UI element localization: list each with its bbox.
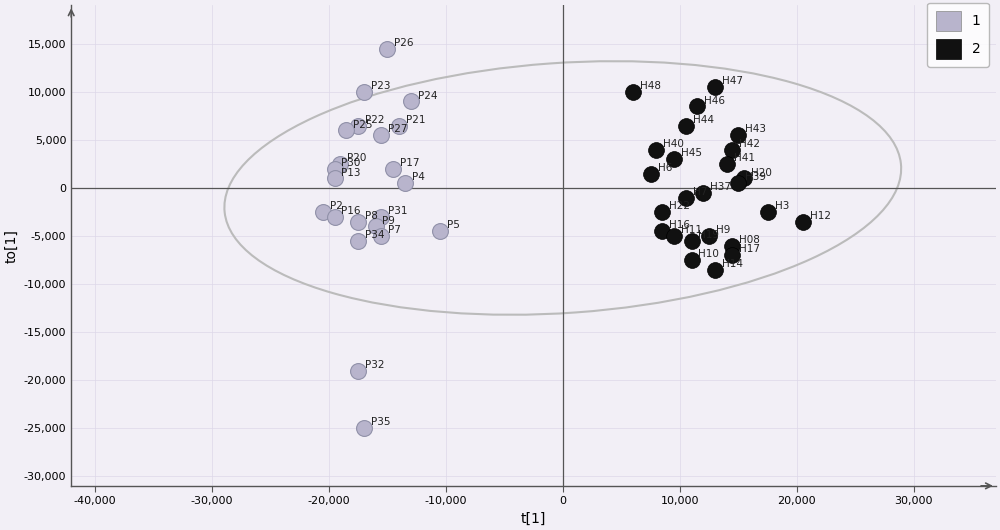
Point: [648, 145, 664, 154]
Point: [327, 164, 343, 173]
Point: [719, 160, 735, 168]
Point: [368, 222, 384, 231]
Text: P20: P20: [347, 153, 367, 163]
Text: P9: P9: [382, 216, 395, 226]
Text: H3: H3: [775, 201, 789, 211]
Text: H46: H46: [704, 95, 725, 105]
Point: [666, 232, 682, 240]
Text: H19: H19: [698, 230, 719, 240]
Text: P27: P27: [388, 125, 408, 134]
Point: [684, 236, 700, 245]
Point: [701, 232, 717, 240]
Text: H12: H12: [810, 211, 831, 221]
Point: [643, 169, 659, 178]
Text: H43: H43: [745, 125, 766, 134]
Text: H39: H39: [745, 172, 766, 182]
Text: H41: H41: [734, 153, 755, 163]
Point: [373, 232, 389, 240]
Text: P31: P31: [388, 206, 408, 216]
Text: H9: H9: [716, 225, 730, 235]
Text: H47: H47: [722, 76, 743, 86]
Text: H22: H22: [669, 201, 690, 211]
Text: H37: H37: [710, 182, 731, 192]
Point: [795, 217, 811, 226]
Point: [666, 155, 682, 163]
Point: [373, 131, 389, 139]
Point: [403, 97, 419, 105]
Text: P13: P13: [341, 167, 361, 178]
Text: P7: P7: [388, 225, 401, 235]
Point: [654, 227, 670, 235]
Text: P8: P8: [365, 211, 378, 221]
Text: H08: H08: [739, 235, 760, 245]
Point: [689, 102, 705, 111]
Point: [724, 241, 740, 250]
Point: [315, 208, 331, 216]
Point: [654, 208, 670, 216]
X-axis label: t[1]: t[1]: [521, 512, 546, 526]
Point: [350, 366, 366, 375]
Point: [707, 83, 723, 91]
Point: [379, 45, 395, 53]
Text: P23: P23: [371, 81, 390, 91]
Text: P24: P24: [418, 91, 437, 101]
Text: H42: H42: [739, 139, 760, 149]
Point: [736, 174, 752, 183]
Point: [391, 121, 407, 130]
Text: P34: P34: [365, 230, 384, 240]
Point: [707, 266, 723, 274]
Text: H10: H10: [698, 249, 719, 259]
Point: [338, 126, 354, 135]
Point: [327, 213, 343, 221]
Point: [397, 179, 413, 188]
Text: H17: H17: [739, 244, 760, 254]
Point: [356, 424, 372, 432]
Text: H48: H48: [640, 81, 661, 91]
Text: H7: H7: [693, 187, 707, 197]
Point: [350, 236, 366, 245]
Point: [730, 131, 746, 139]
Point: [678, 121, 694, 130]
Point: [356, 87, 372, 96]
Text: P16: P16: [341, 206, 361, 216]
Point: [695, 189, 711, 197]
Point: [432, 227, 448, 235]
Y-axis label: to[1]: to[1]: [4, 228, 18, 262]
Text: P5: P5: [447, 220, 460, 231]
Point: [724, 145, 740, 154]
Text: P30: P30: [341, 158, 361, 168]
Text: P26: P26: [394, 38, 414, 48]
Text: P17: P17: [400, 158, 420, 168]
Point: [350, 217, 366, 226]
Point: [730, 179, 746, 188]
Text: H20: H20: [751, 167, 772, 178]
Point: [332, 160, 348, 168]
Text: P21: P21: [406, 114, 425, 125]
Text: H14: H14: [722, 259, 743, 269]
Point: [327, 174, 343, 183]
Point: [373, 213, 389, 221]
Text: P22: P22: [365, 114, 384, 125]
Text: H6: H6: [658, 163, 672, 173]
Point: [678, 193, 694, 202]
Text: H16: H16: [669, 220, 690, 231]
Point: [724, 251, 740, 260]
Text: H40: H40: [663, 139, 684, 149]
Text: P35: P35: [371, 418, 390, 427]
Point: [760, 208, 776, 216]
Point: [625, 87, 641, 96]
Text: P25: P25: [353, 120, 373, 129]
Text: P32: P32: [365, 360, 384, 370]
Text: P2: P2: [330, 201, 343, 211]
Point: [385, 164, 401, 173]
Text: P4: P4: [412, 172, 425, 182]
Text: H11: H11: [681, 225, 702, 235]
Text: H45: H45: [681, 148, 702, 158]
Point: [684, 256, 700, 264]
Point: [350, 121, 366, 130]
Text: H44: H44: [693, 114, 714, 125]
Legend: 1, 2: 1, 2: [927, 3, 989, 67]
